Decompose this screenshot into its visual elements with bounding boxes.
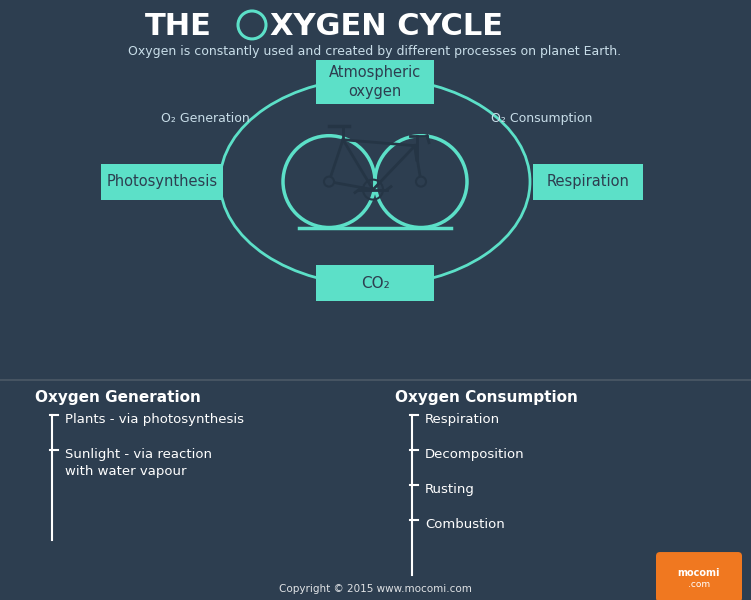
FancyBboxPatch shape <box>316 60 434 104</box>
Text: O₂ Consumption: O₂ Consumption <box>491 112 593 125</box>
Text: Rusting: Rusting <box>425 483 475 496</box>
Text: mocomi: mocomi <box>677 568 720 578</box>
Text: CO₂: CO₂ <box>360 276 389 291</box>
Text: XYGEN CYCLE: XYGEN CYCLE <box>270 12 503 41</box>
Text: Sunlight - via reaction
with water vapour: Sunlight - via reaction with water vapou… <box>65 448 212 478</box>
Text: Oxygen Consumption: Oxygen Consumption <box>395 390 578 405</box>
FancyBboxPatch shape <box>533 164 643 200</box>
Text: Atmospheric
oxygen: Atmospheric oxygen <box>329 65 421 99</box>
FancyBboxPatch shape <box>656 552 742 600</box>
Text: Plants - via photosynthesis: Plants - via photosynthesis <box>65 413 244 426</box>
Circle shape <box>324 176 334 187</box>
Text: Respiration: Respiration <box>425 413 500 426</box>
FancyBboxPatch shape <box>316 265 434 301</box>
Text: Copyright © 2015 www.mocomi.com: Copyright © 2015 www.mocomi.com <box>279 584 472 594</box>
Text: .com: .com <box>688 580 710 589</box>
Text: Photosynthesis: Photosynthesis <box>107 174 218 189</box>
Text: Decomposition: Decomposition <box>425 448 525 461</box>
Text: Combustion: Combustion <box>425 518 505 531</box>
Text: Respiration: Respiration <box>547 174 629 189</box>
FancyBboxPatch shape <box>101 164 223 200</box>
Text: THE: THE <box>144 12 212 41</box>
Text: Oxygen Generation: Oxygen Generation <box>35 390 201 405</box>
Text: Oxygen is constantly used and created by different processes on planet Earth.: Oxygen is constantly used and created by… <box>128 45 622 58</box>
Circle shape <box>416 176 426 187</box>
Text: O₂ Generation: O₂ Generation <box>161 112 249 125</box>
